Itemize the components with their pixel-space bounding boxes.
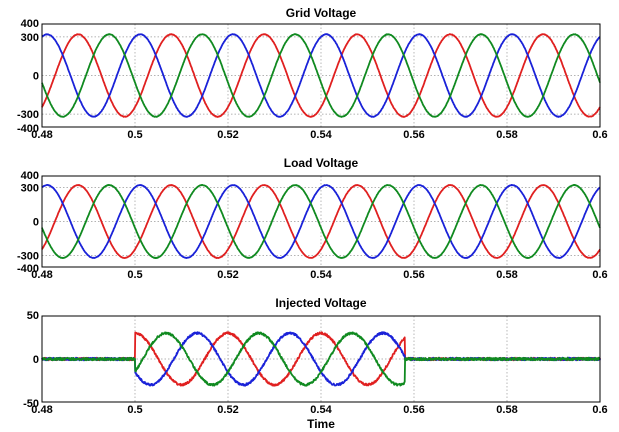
plot-frame (41, 315, 601, 403)
plot-frame (41, 175, 601, 268)
x-tick-label: 0.58 (496, 129, 517, 141)
x-tick-label: 0.54 (310, 129, 332, 141)
panel-load-voltage: Load Voltage 0.48 0.5 0.52 0.54 0.56 0.58 0.6 … (17, 156, 608, 281)
y-tick-label: -400 (17, 123, 39, 135)
x-tick-label: 0.6 (592, 129, 607, 141)
x-tick-label: 0.52 (217, 404, 238, 416)
x-tick-label: 0.6 (592, 269, 607, 281)
chart-title: Injected Voltage (275, 296, 366, 310)
grid-lines (42, 24, 600, 127)
chart-title: Load Voltage (284, 156, 359, 170)
x-tick-label: 0.54 (310, 404, 332, 416)
x-tick-label: 0.5 (127, 269, 142, 281)
series-line-1 (41, 184, 601, 259)
x-tick-labels: 0.48 0.5 0.52 0.54 0.56 0.58 0.6 (31, 404, 607, 416)
series-traces (41, 183, 601, 260)
series-traces (41, 331, 601, 387)
x-tick-labels: 0.48 0.5 0.52 0.54 0.56 0.58 0.6 (31, 129, 607, 141)
y-tick-labels: -50 0 50 (23, 310, 39, 410)
panel-grid-voltage: Grid Voltage 0.48 0.5 0.52 0.54 0.56 0.58 0.6 … (17, 6, 608, 141)
panel-injected-voltage: Injected Voltage 0.48 0.5 0.52 0.54 0.56 0.58… (23, 296, 608, 431)
series-line-2 (41, 33, 601, 118)
x-tick-label: 0.56 (403, 269, 424, 281)
plot-frame (41, 23, 601, 128)
y-tick-label: 400 (21, 170, 39, 182)
y-tick-label: -400 (17, 263, 39, 275)
series-line-3 (41, 331, 601, 387)
series-line-2 (41, 184, 601, 259)
x-tick-labels: 0.48 0.5 0.52 0.54 0.56 0.58 0.6 (31, 269, 607, 281)
x-axis-label: Time (307, 417, 335, 431)
y-tick-label: 300 (21, 32, 39, 44)
y-tick-label: 0 (33, 354, 39, 366)
x-tick-label: 0.56 (403, 129, 424, 141)
x-tick-label: 0.6 (592, 404, 607, 416)
x-tick-label: 0.52 (217, 269, 238, 281)
x-tick-label: 0.54 (310, 269, 332, 281)
x-tick-label: 0.48 (31, 129, 52, 141)
y-tick-labels: -400 -300 0 300 400 (17, 18, 39, 135)
y-tick-label: 0 (33, 217, 39, 229)
y-tick-label: -300 (17, 251, 39, 263)
x-tick-label: 0.48 (31, 269, 52, 281)
y-tick-label: -300 (17, 109, 39, 121)
x-tick-label: 0.48 (31, 404, 52, 416)
x-tick-label: 0.58 (496, 269, 517, 281)
series-line-3 (41, 33, 601, 118)
chart-title: Grid Voltage (286, 6, 357, 20)
x-tick-label: 0.5 (127, 404, 142, 416)
y-tick-label: 50 (27, 310, 39, 322)
y-tick-label: -50 (23, 398, 39, 410)
series-line-3 (41, 183, 601, 260)
y-tick-label: 0 (33, 71, 39, 83)
x-tick-label: 0.58 (496, 404, 517, 416)
x-tick-label: 0.56 (403, 404, 424, 416)
grid-lines (42, 176, 600, 267)
y-tick-label: 400 (21, 18, 39, 30)
y-tick-label: 300 (21, 182, 39, 194)
x-tick-label: 0.5 (127, 129, 142, 141)
series-line-1 (41, 33, 601, 118)
series-traces (41, 33, 601, 118)
x-tick-label: 0.52 (217, 129, 238, 141)
